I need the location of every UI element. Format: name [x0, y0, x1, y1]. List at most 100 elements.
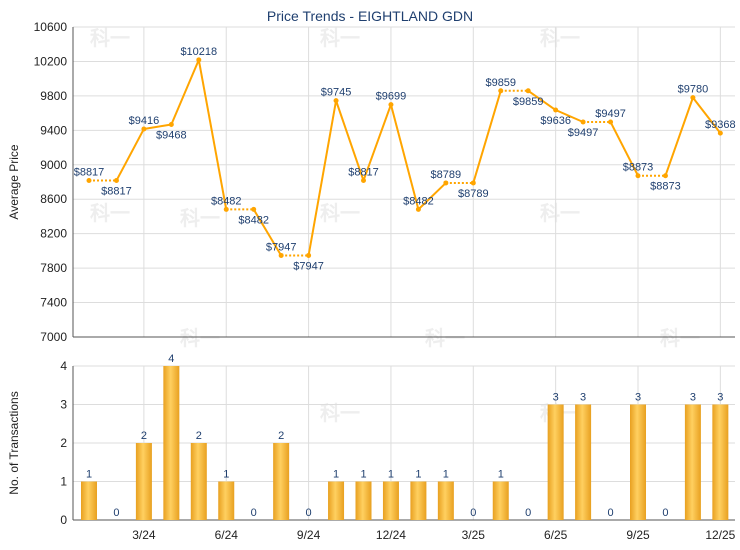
price-line-segment: [335, 100, 365, 181]
price-data-label: $8873: [623, 162, 654, 174]
transaction-bar: [190, 443, 207, 520]
price-line-segment: [692, 96, 722, 134]
price-line-segment: [143, 123, 172, 130]
chart-title: Price Trends - EIGHTLAND GDN: [267, 8, 473, 24]
price-point: [251, 206, 257, 212]
bar-value-label: 2: [196, 430, 202, 442]
x-tick-label: 9/25: [626, 528, 650, 542]
price-data-label: $8817: [348, 167, 379, 179]
price-line-segment: [170, 59, 200, 125]
bar-value-label: 3: [635, 392, 641, 404]
bar-value-label: 1: [415, 469, 421, 481]
price-point: [470, 180, 476, 186]
bar-value-label: 0: [251, 507, 257, 519]
transaction-bar: [355, 481, 372, 520]
bar-value-label: 3: [717, 392, 723, 404]
bar-value-label: 0: [470, 507, 476, 519]
price-point: [388, 102, 394, 108]
transactions-y-axis-label: No. of Transactions: [7, 391, 21, 494]
price-data-label: $8482: [403, 195, 434, 207]
bar-value-label: 3: [580, 392, 586, 404]
y-tick-label: 1: [60, 475, 67, 489]
transaction-bar: [135, 443, 152, 520]
bar-value-label: 3: [690, 392, 696, 404]
transaction-bar: [328, 481, 345, 520]
y-tick-label: 7800: [40, 261, 67, 275]
price-point: [635, 173, 641, 179]
price-point: [498, 88, 504, 94]
price-point: [141, 126, 147, 132]
x-tick-label: 3/24: [132, 528, 156, 542]
watermark: 科一: [320, 26, 360, 50]
price-line-segment: [555, 109, 584, 123]
x-tick-label: 12/25: [705, 528, 735, 542]
price-line-segment: [197, 59, 228, 210]
watermark: 科一: [180, 326, 220, 350]
price-data-label: $10218: [180, 46, 217, 58]
y-tick-label: 7000: [40, 330, 67, 344]
price-point: [306, 252, 312, 258]
price-point: [690, 95, 696, 101]
price-point: [113, 178, 119, 184]
price-point: [608, 119, 614, 125]
watermark: 科一: [540, 26, 580, 50]
price-line-segment: [472, 90, 502, 184]
transaction-bar: [492, 481, 509, 520]
price-point: [662, 173, 668, 179]
bar-value-label: 1: [443, 469, 449, 481]
price-point: [333, 98, 339, 104]
transaction-bar: [273, 443, 290, 520]
watermark: 科一: [660, 326, 700, 350]
bar-value-label: 4: [168, 353, 174, 365]
bar-value-label: 1: [86, 469, 92, 481]
y-tick-label: 8600: [40, 192, 67, 206]
price-data-label: $9859: [485, 77, 516, 89]
transaction-bar: [163, 366, 180, 520]
price-data-label: $8482: [238, 214, 269, 226]
bar-value-label: 2: [278, 430, 284, 442]
y-tick-label: 4: [60, 359, 67, 373]
x-tick-label: 3/25: [462, 528, 486, 542]
y-tick-label: 7400: [40, 296, 67, 310]
transaction-bar: [410, 481, 427, 520]
price-line-segment: [389, 104, 420, 210]
price-point: [415, 206, 421, 212]
price-data-label: $9497: [568, 127, 599, 139]
price-data-label: $7947: [293, 260, 324, 272]
price-data-label: $9468: [156, 129, 187, 141]
price-line-segment: [252, 208, 283, 256]
price-point: [223, 206, 229, 212]
transaction-bar: [712, 404, 729, 520]
x-tick-label: 6/24: [215, 528, 239, 542]
price-line-segment: [527, 89, 557, 111]
price-line-segment: [664, 97, 694, 177]
price-line-segment: [115, 128, 145, 182]
y-tick-label: 9400: [40, 123, 67, 137]
y-tick-label: 9800: [40, 89, 67, 103]
price-data-label: $9859: [513, 96, 544, 108]
price-data-label: $9780: [678, 84, 709, 96]
bar-value-label: 0: [113, 507, 119, 519]
price-line-segment: [362, 104, 392, 181]
price-point: [717, 130, 723, 136]
transaction-bar: [575, 404, 592, 520]
price-data-label: $8817: [101, 186, 132, 198]
transaction-bar: [382, 481, 399, 520]
price-data-label: $8789: [431, 169, 462, 181]
price-data-label: $8482: [211, 195, 242, 207]
x-tick-label: 6/25: [544, 528, 568, 542]
y-tick-label: 9000: [40, 158, 67, 172]
watermark: 科一: [425, 326, 465, 350]
bar-value-label: 1: [388, 469, 394, 481]
price-point: [525, 88, 531, 94]
bar-value-label: 1: [333, 469, 339, 481]
price-data-label: $8817: [74, 167, 105, 179]
transaction-bar: [81, 481, 97, 520]
price-point: [196, 57, 202, 63]
price-point: [443, 180, 449, 186]
watermark: 科一: [540, 201, 580, 225]
bar-value-label: 0: [662, 507, 668, 519]
x-tick-label: 12/24: [376, 528, 406, 542]
price-point: [278, 252, 284, 258]
